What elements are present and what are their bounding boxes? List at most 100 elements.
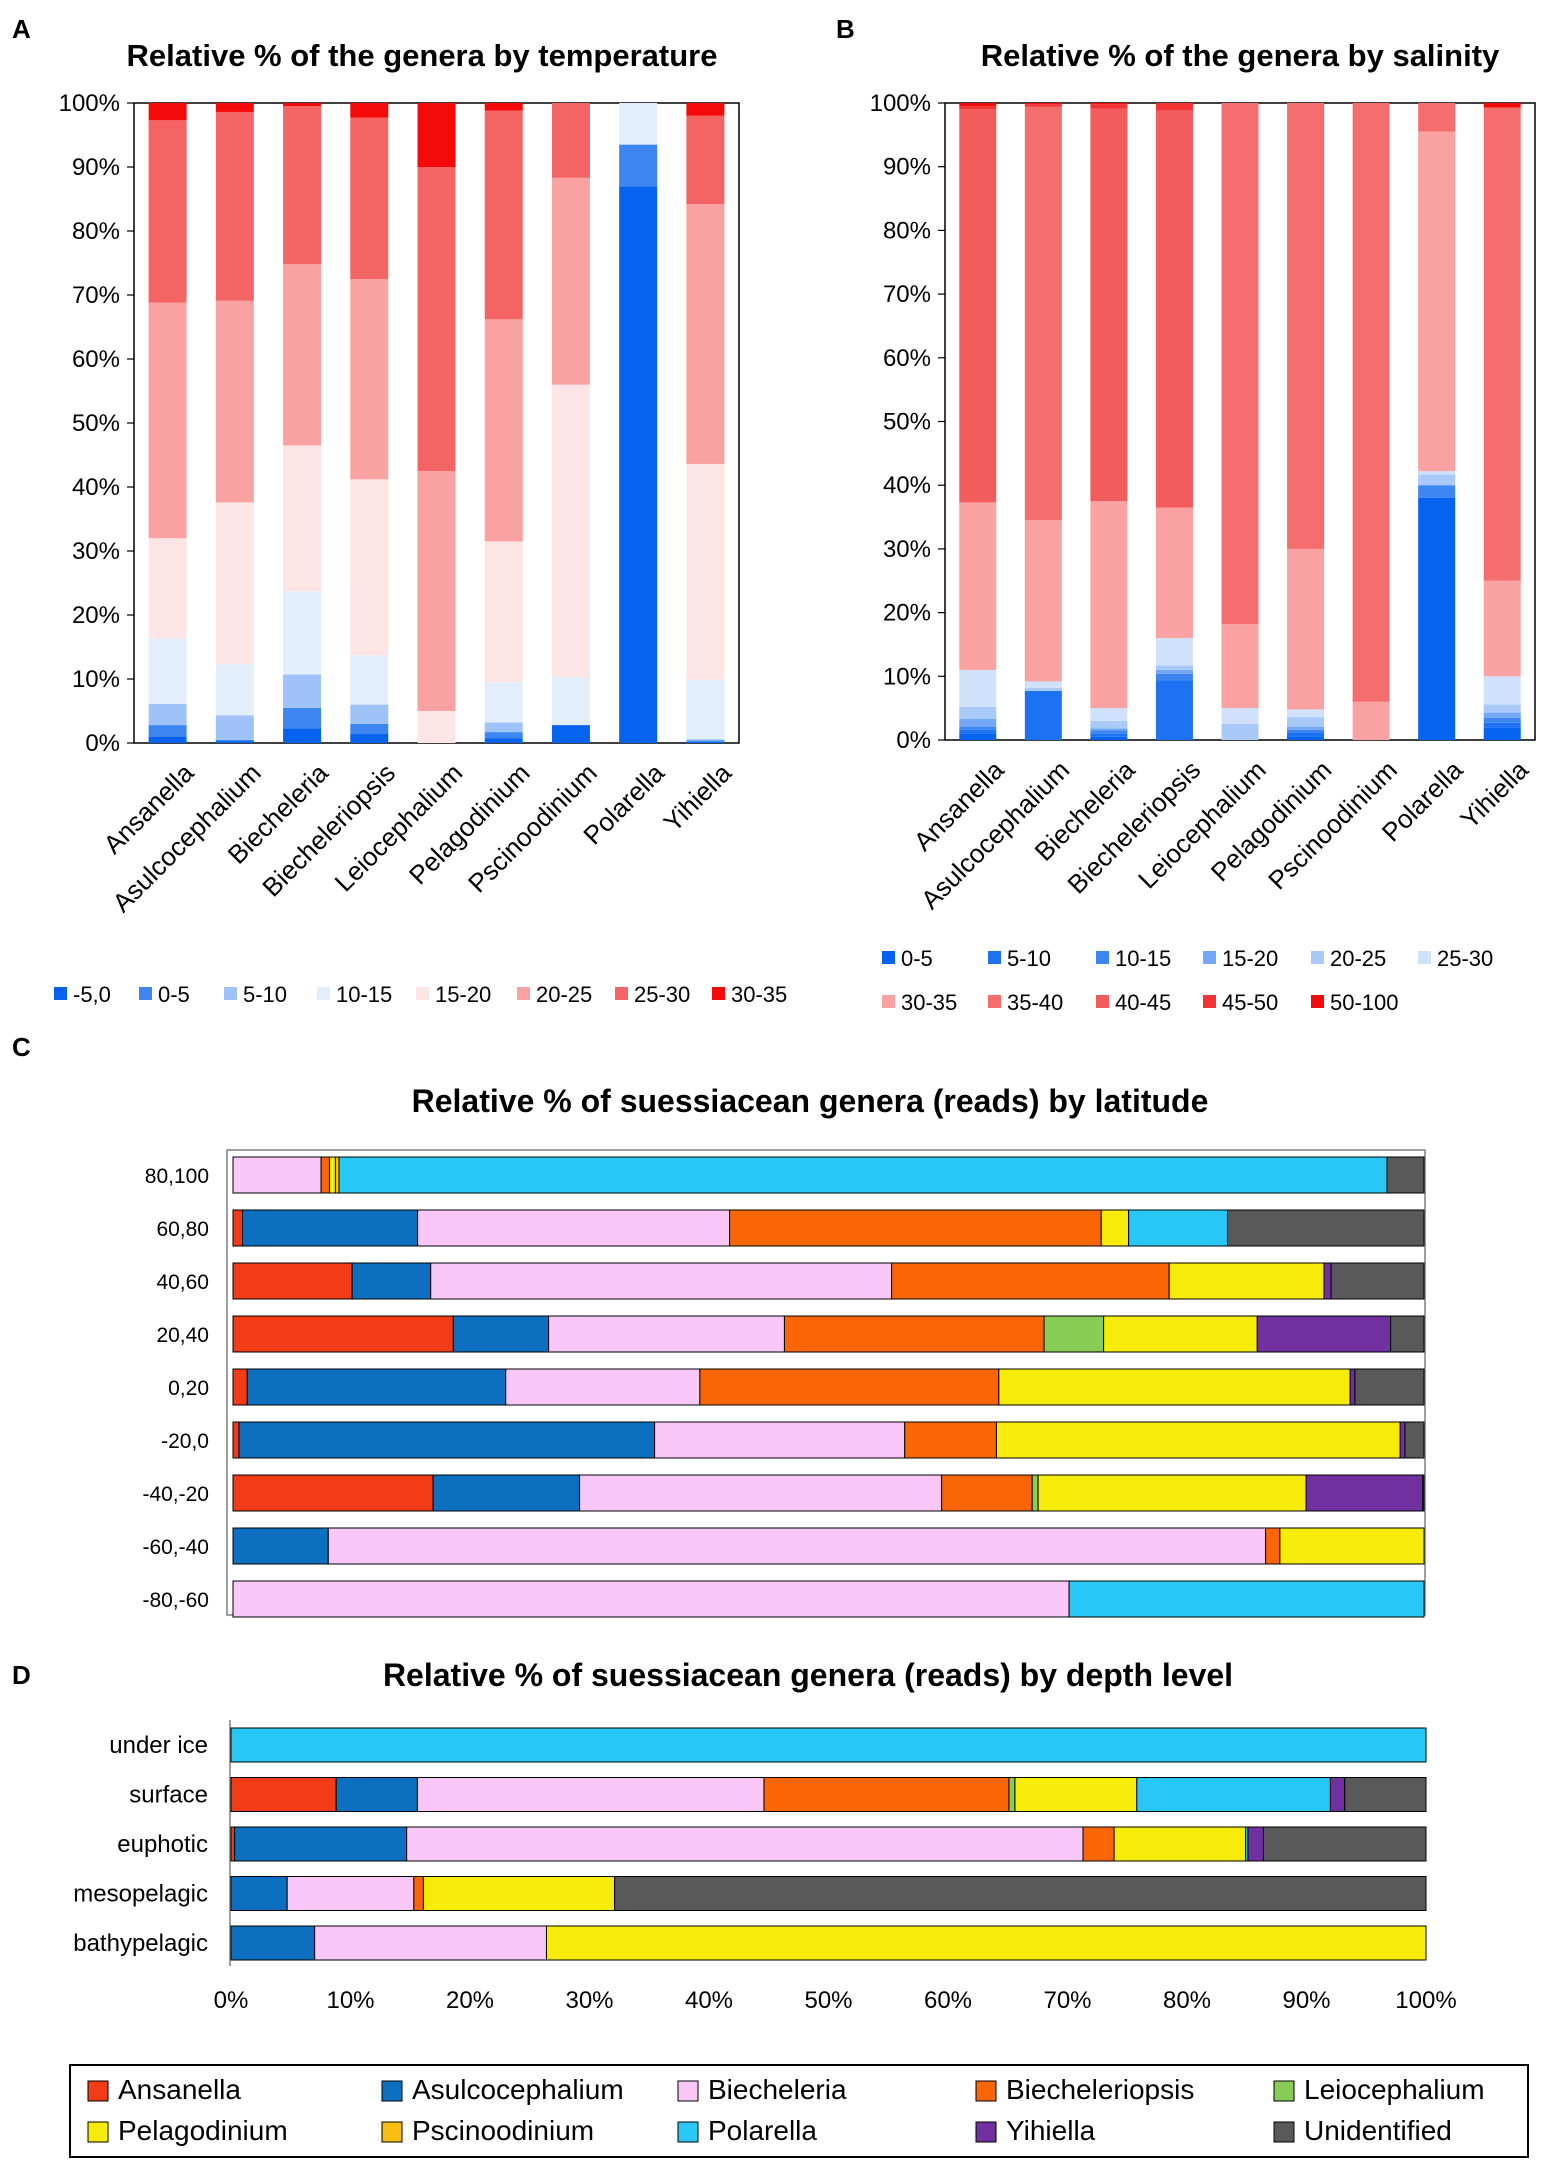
genera-legend-swatch-unidentified [1273, 2121, 1295, 2143]
genera-legend-swatch-yihiella [975, 2121, 997, 2143]
chart-b-bar-biecheleria-50-100 [1090, 103, 1128, 105]
chart-b-bar-biecheleria-25-30 [1090, 708, 1128, 721]
chart-a-bar-ansanella-5-10 [148, 703, 187, 726]
chart-b-bar-polarella-25-30 [1418, 471, 1456, 475]
chart-b-bar-biecheleriopsis-40-45 [1155, 110, 1193, 508]
chart-b-legend-label: 5-10 [1007, 946, 1051, 971]
chart-c-ytick-label: 60,80 [156, 1218, 209, 1241]
chart-a-title: Relative % of the genera by temperature [127, 38, 718, 73]
chart-b-legend-swatch-0-5 [882, 951, 895, 964]
chart-d-bar-mesopelagic-pelagodinium [422, 1876, 616, 1911]
genera-legend-swatch-pelagodinium [87, 2121, 109, 2143]
chart-b-bar-yihiella-50-100 [1483, 103, 1521, 108]
chart-c-bar-20-0-pelagodinium [995, 1421, 1401, 1459]
chart-a-bar-biecheleria-5-10 [283, 674, 322, 708]
chart-b-bar-biecheleriopsis-25-30 [1155, 638, 1193, 666]
chart-a-bar-biecheleria-10-15 [283, 591, 322, 675]
chart-d-xtick-label: 50% [804, 1987, 852, 2014]
chart-a-y-axis: 0% 10% 20% 30% 40% 50% 60% 70% 80% 90% 100% [59, 90, 134, 757]
chart-b-bar-yihiella-5-10 [1483, 722, 1521, 728]
chart-a-bar-pscinoodinium-10-15 [551, 677, 590, 726]
chart-a-bar-biecheleria-25-30 [283, 106, 322, 265]
chart-c-bar-60-40-biecheleria [327, 1527, 1267, 1565]
genera-legend-label: Biecheleria [708, 2074, 847, 2105]
chart-a-bar-asulcocephalium-5-10 [215, 715, 254, 740]
chart-d-bar-mesopelagic-unidentified [614, 1876, 1427, 1911]
chart-a-bar-pelagodinium-25-30 [484, 110, 523, 320]
chart-a-ytick-label: 40% [72, 474, 120, 501]
chart-d-xtick-label: 30% [565, 1987, 613, 2014]
chart-b-legend-swatch-5-10 [988, 951, 1001, 964]
chart-b-bar-ansanella-25-30 [959, 669, 997, 707]
chart-b-legend-swatch-25-30 [1418, 951, 1431, 964]
chart-b-legend-label: 40-45 [1115, 990, 1171, 1015]
chart-c-bar-40-60-pelagodinium [1168, 1262, 1325, 1300]
chart-c-bar-40-20-pelagodinium [1037, 1474, 1307, 1512]
chart-b-legend-swatch-15-20 [1203, 951, 1216, 964]
chart-b-ytick-label: 20% [883, 600, 931, 627]
chart-b-bar-biecheleria-40-45 [1090, 108, 1128, 502]
chart-c-bar-20-40-biecheleria [548, 1315, 785, 1353]
chart-c-bar-20-0-ansanella [232, 1421, 240, 1459]
chart-d-bar-bathypelagic-pelagodinium [545, 1925, 1427, 1961]
chart-d-bar-euphotic-unidentified [1262, 1826, 1427, 1862]
chart-a-bar-leiocephalium-25-30 [417, 167, 456, 471]
chart-d-ytick-label: euphotic [117, 1831, 208, 1858]
chart-c-bar-80-60-polarella [1068, 1580, 1425, 1618]
chart-b-bar-asulcocephalium-30-35 [1024, 520, 1062, 682]
chart-b-bar-biecheleriopsis-15-20 [1155, 669, 1193, 674]
chart-c-bar-80-100-unidentified [1386, 1156, 1425, 1194]
chart-b-legend-swatch-30-35 [882, 995, 895, 1008]
chart-a-legend-swatch-20-25 [517, 987, 530, 1000]
chart-c-bar-40-20-asulcocephalium [432, 1474, 581, 1512]
chart-b-bar-polarella-0-5 [1418, 497, 1456, 740]
chart-a-legend-label: -5,0 [73, 982, 111, 1007]
chart-a-bar-biecheleriopsis-0-5 [350, 723, 389, 735]
chart-d-ytick-label: bathypelagic [73, 1930, 208, 1957]
chart-b-bar-polarella-20-25 [1418, 474, 1456, 486]
genera-legend-label: Pelagodinium [118, 2115, 288, 2146]
chart-a-bar-ansanella-30-35 [148, 103, 187, 121]
chart-c-bar-40-60-yihiella [1323, 1262, 1332, 1300]
chart-b-bar-biecheleria-15-20 [1090, 728, 1128, 731]
chart-c-bar-60-80-polarella [1128, 1209, 1228, 1247]
chart-b-ytick-label: 50% [883, 409, 931, 436]
chart-b-bar-biecheleria-45-50 [1090, 104, 1128, 109]
genera-legend-swatch-biecheleriopsis [975, 2080, 997, 2102]
chart-c-bar-40-60-biecheleriopsis [891, 1262, 1170, 1300]
chart-b-ytick-label: 90% [883, 154, 931, 181]
genera-legend-swatch-biecheleria [677, 2080, 699, 2102]
chart-c-bar-80-100-biecheleria [232, 1156, 322, 1194]
genera-legend-swatch-polarella [677, 2121, 699, 2143]
chart-a-bar-pelagodinium-20-25 [484, 319, 523, 542]
chart-d-ytick-label: surface [129, 1782, 208, 1809]
chart-b-legend-label: 20-25 [1330, 946, 1386, 971]
chart-d-bar-mesopelagic-asulcocephalium [230, 1876, 288, 1911]
chart-a-bar-asulcocephalium-5-0 [215, 741, 254, 743]
chart-b-ytick-label: 10% [883, 663, 931, 690]
chart-a-bar-yihiella-30-35 [686, 103, 725, 116]
chart-b-legend-label: 15-20 [1222, 946, 1278, 971]
chart-a-ytick-label: 30% [72, 538, 120, 565]
chart-c-bar-40-20-ansanella [232, 1474, 434, 1512]
chart-d-bar-euphotic-yihiella [1247, 1826, 1264, 1862]
chart-b-bar-ansanella-45-50 [959, 106, 997, 110]
chart-a-bar-biecheleriopsis-30-35 [350, 103, 389, 118]
chart-d-bar-surface-leiocephalium [1008, 1777, 1016, 1812]
chart-b-bar-biecheleria-0-5 [1090, 736, 1128, 740]
chart-a-ytick-label: 100% [59, 90, 120, 117]
chart-d-bar-mesopelagic-biecheleria [286, 1876, 415, 1911]
chart-b-bar-leiocephalium-20-25 [1221, 724, 1259, 740]
chart-d-bar-surface-polarella [1136, 1777, 1331, 1812]
chart-b-bar-polarella-35-40 [1418, 103, 1456, 132]
chart-b-bar-biecheleriopsis-10-15 [1155, 673, 1193, 681]
chart-d-bar-surface-biecheleria [416, 1777, 765, 1812]
chart-a-bar-asulcocephalium-15-20 [215, 502, 254, 665]
chart-a-bar-yihiella-5-0 [686, 741, 725, 743]
chart-b-bar-biecheleriopsis-30-35 [1155, 507, 1193, 639]
chart-c-bar-40-20-leiocephalium [1031, 1474, 1039, 1512]
chart-b-legend: 0-5 5-10 10-15 15-20 20-25 25-30 30-35 35-40 40-… [882, 946, 1493, 1015]
chart-a-bar-biecheleria-15-20 [283, 445, 322, 592]
chart-b-bar-pscinoodinium-35-40 [1352, 103, 1390, 702]
chart-c-ytick-label: 20,40 [156, 1324, 209, 1347]
